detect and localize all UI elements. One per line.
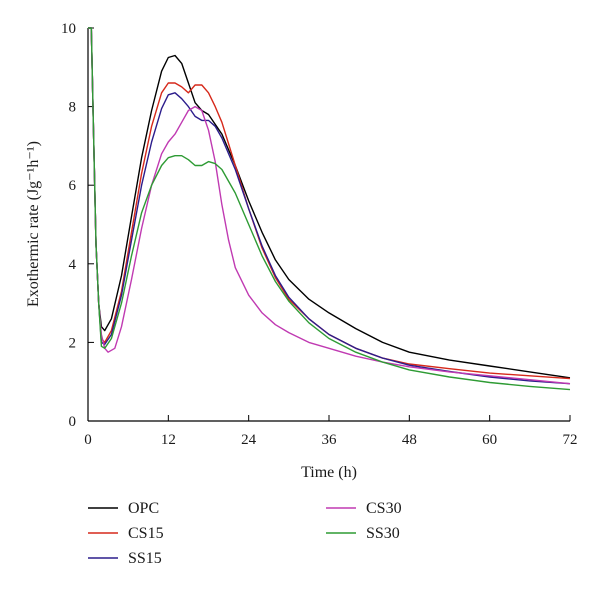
- legend-item-ss30: SS30: [326, 525, 400, 542]
- legend-item-cs30: CS30: [326, 500, 402, 517]
- y-tick-label: 2: [69, 335, 77, 351]
- y-tick-label: 0: [69, 414, 77, 430]
- x-ticks: 0 12 24 36 48 60 72: [84, 415, 578, 448]
- x-tick-label: 0: [84, 432, 92, 448]
- legend-label: OPC: [128, 500, 159, 517]
- x-axis-title: Time (h): [301, 464, 357, 481]
- legend-item-cs15: CS15: [88, 525, 164, 542]
- legend-label: CS30: [366, 500, 402, 517]
- series-line-opc: [88, 27, 571, 379]
- legend: OPC CS15 SS15 CS30 SS30: [88, 500, 402, 567]
- y-tick-label: 8: [69, 100, 77, 116]
- series-line-ss30: [88, 27, 571, 391]
- series-line-cs30: [88, 27, 571, 385]
- legend-label: SS30: [366, 525, 400, 542]
- series-lines: [88, 27, 571, 391]
- legend-item-ss15: SS15: [88, 550, 162, 567]
- x-tick-label: 60: [482, 432, 497, 448]
- series-line-cs15: [88, 27, 571, 380]
- y-ticks: 0 2 4 6 8 10: [61, 21, 94, 430]
- y-tick-label: 6: [69, 178, 77, 194]
- y-axis-title: Exothermic rate (Jg⁻¹h⁻¹): [25, 141, 42, 307]
- x-tick-label: 12: [161, 432, 176, 448]
- legend-label: SS15: [128, 550, 162, 567]
- x-tick-label: 72: [563, 432, 578, 448]
- x-tick-label: 48: [402, 432, 417, 448]
- y-tick-label: 4: [69, 257, 77, 273]
- x-tick-label: 24: [241, 432, 257, 448]
- y-tick-label: 10: [61, 21, 76, 37]
- x-tick-label: 36: [322, 432, 338, 448]
- legend-label: CS15: [128, 525, 164, 542]
- legend-item-opc: OPC: [88, 500, 159, 517]
- series-line-ss15: [88, 27, 571, 385]
